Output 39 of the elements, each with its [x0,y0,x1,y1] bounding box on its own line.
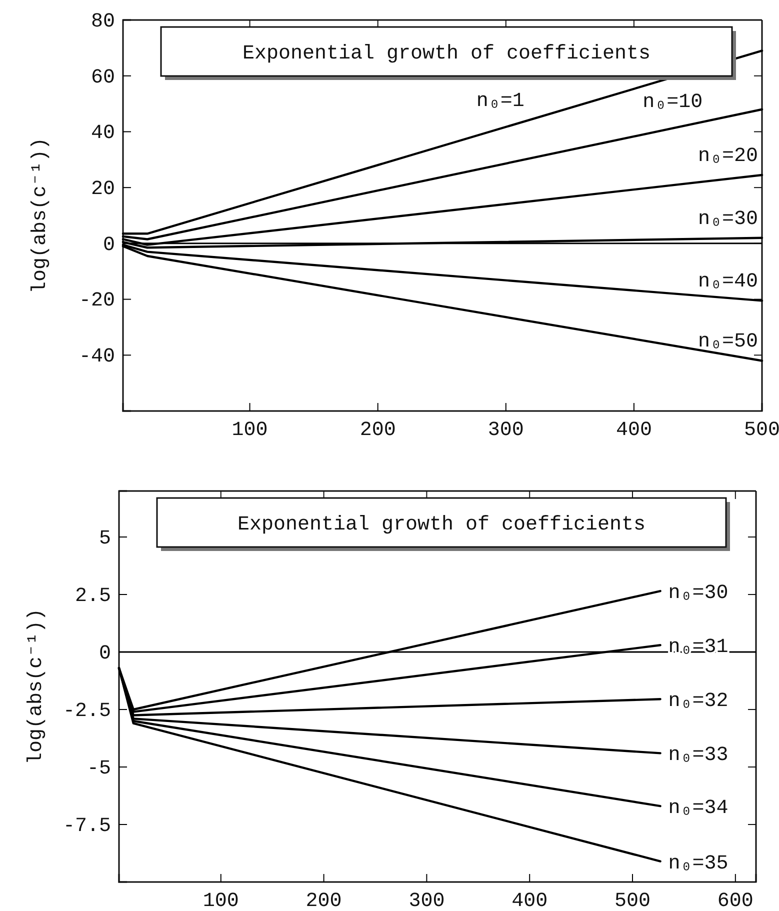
y-tick-label: -2.5 [62,700,111,723]
series-label: n₀=33 [668,744,728,768]
y-tick-label: 80 [90,10,115,34]
x-tick-label: 500 [744,419,779,442]
x-tick-label: 400 [616,419,652,442]
y-axis-title: log(abs(c⁻¹)) [29,137,52,294]
series-label: n₀=20 [698,145,758,168]
y-axis-title: log(abs(c⁻¹)) [25,608,48,765]
series-label: n₀=50 [698,330,758,354]
series-label: n₀=30 [668,582,728,606]
x-tick-label: 200 [306,890,342,911]
y-tick-label: 5 [98,527,111,550]
x-tick-label: 500 [614,890,651,911]
series-label: n₀=1 [476,90,524,114]
y-tick-label: 2.5 [74,584,111,608]
x-tick-label: 600 [717,890,754,911]
text: Exponential growth of coefficients [242,42,651,66]
y-tick-label: -5 [86,757,111,780]
y-tick-label: 0 [98,642,111,666]
x-tick-label: 400 [512,890,548,911]
y-tick-label: -7.5 [62,814,111,838]
text: Exponential growth of coefficients [237,514,646,536]
y-tick-label: 60 [90,66,115,90]
series-label: n₀=10 [642,91,703,114]
series-label: n₀=30 [698,208,758,231]
y-tick-label: -40 [78,346,115,369]
y-tick-label: 40 [90,122,115,146]
x-tick-label: 300 [408,890,445,911]
x-tick-label: 100 [232,419,268,442]
x-tick-label: 100 [202,890,239,911]
series-label: n₀=34 [668,797,728,820]
series-label: n₀=40 [698,270,758,294]
series-label: n₀=35 [668,852,728,876]
x-tick-label: 200 [360,419,396,442]
y-tick-label: 20 [90,178,115,201]
y-tick-label: 0 [102,234,115,257]
y-tick-label: -20 [78,290,115,313]
series-label: n₀=32 [668,690,728,714]
x-tick-label: 300 [488,419,524,442]
